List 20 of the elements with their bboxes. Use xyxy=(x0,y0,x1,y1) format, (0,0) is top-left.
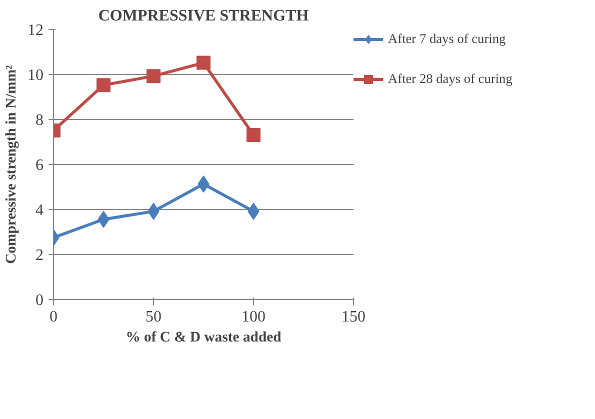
x-tick-label: 150 xyxy=(342,308,366,326)
y-tick-label: 6 xyxy=(36,157,44,174)
point xyxy=(146,69,160,84)
y-tick-label: 12 xyxy=(28,22,44,39)
y-tick-label: 4 xyxy=(36,202,44,219)
y-tick-label: 8 xyxy=(36,112,44,129)
point xyxy=(246,128,260,142)
y-tick-label: 0 xyxy=(36,292,44,309)
point xyxy=(96,78,110,92)
y-tick-label: 2 xyxy=(36,247,44,264)
legend-label: After 28 days of curing xyxy=(388,71,512,87)
y-axis-title: Compressive strength in N/mm² xyxy=(4,64,20,264)
point xyxy=(196,56,210,70)
x-tick-label: 0 xyxy=(50,308,58,326)
x-tick-label: 100 xyxy=(242,308,266,326)
chart-title: COMPRESSIVE STRENGTH xyxy=(98,8,310,24)
y-tick-label: 10 xyxy=(28,67,44,84)
x-tick-label: 50 xyxy=(146,308,162,326)
x-axis-title: % of C & D waste added xyxy=(126,330,282,346)
legend-label: After 7 days of curing xyxy=(388,31,506,47)
